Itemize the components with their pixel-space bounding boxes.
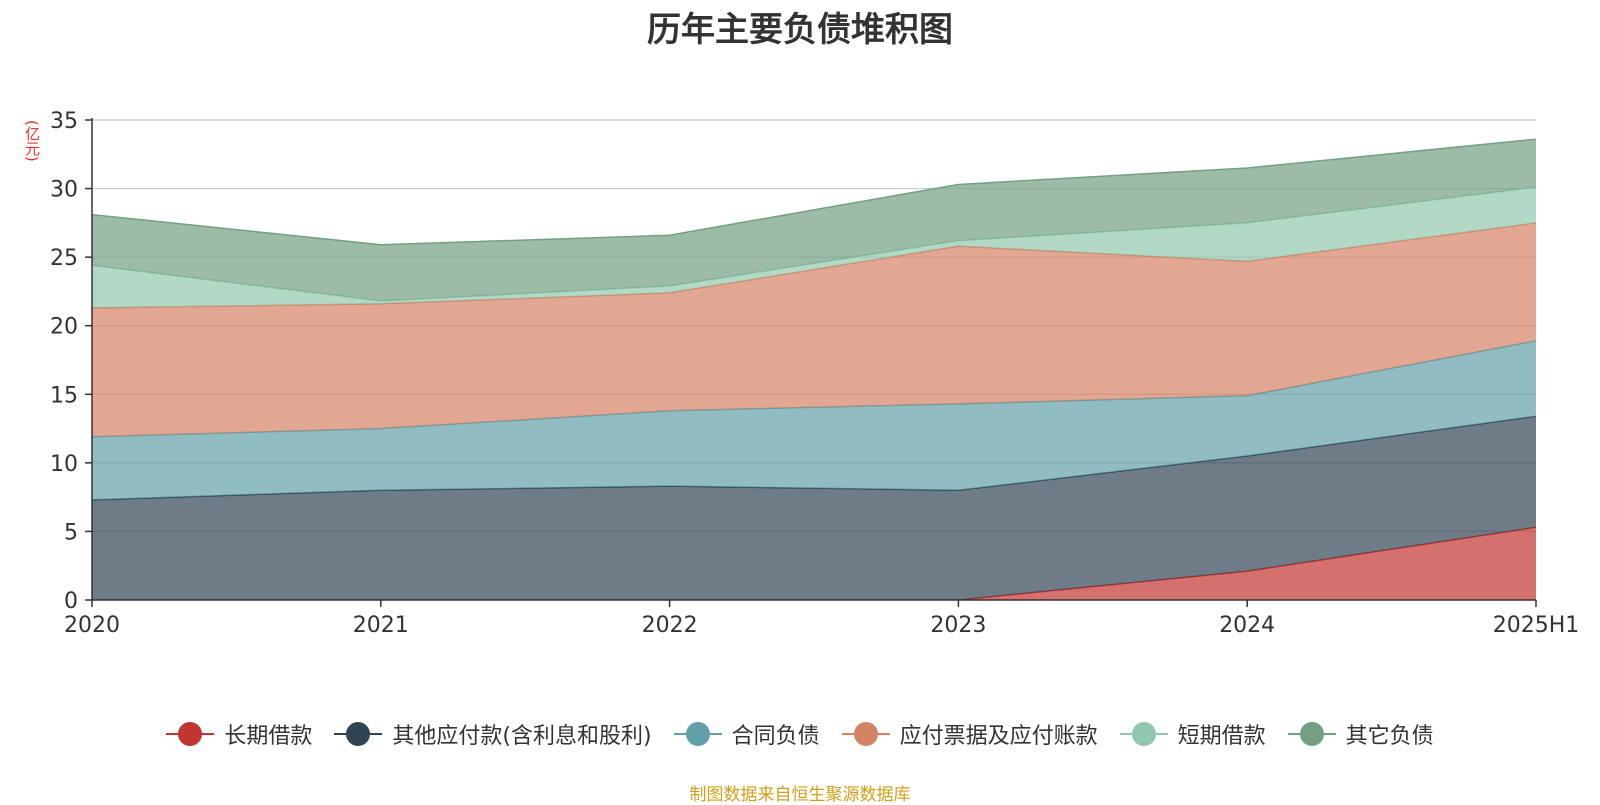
area-series-path	[92, 416, 1536, 600]
legend-marker	[673, 722, 722, 746]
area-series-path	[958, 527, 1536, 600]
legend-label: 合同负债	[731, 724, 820, 749]
y-tick-label: 5	[64, 520, 78, 545]
legend-marker-dot	[1299, 722, 1324, 746]
legend-marker-dot	[853, 722, 878, 746]
y-tick-label: 20	[50, 315, 78, 340]
x-tick-label: 2024	[1219, 613, 1275, 638]
x-tick-label: 2025H1	[1493, 613, 1580, 638]
y-unit-label: (亿元)	[23, 120, 41, 162]
y-tick-labels: 0 5 10 15 20 25 30 35	[50, 109, 78, 614]
y-tick-label: 30	[50, 178, 78, 203]
legend-marker	[1119, 722, 1168, 746]
legend-item[interactable]: 其他应付款(含利息和股利)	[334, 718, 652, 750]
legend: 长期借款 其他应付款(含利息和股利) 合同负债 应付票据及应付账款 短期借款 其它负债	[0, 718, 1600, 750]
area-series-path	[92, 340, 1536, 500]
chart-title: 历年主要负债堆积图	[647, 10, 953, 50]
y-tick-label: 35	[50, 109, 78, 134]
legend-label: 其他应付款(含利息和股利)	[392, 724, 652, 749]
legend-label: 其它负债	[1345, 724, 1434, 749]
legend-item[interactable]: 合同负债	[673, 718, 820, 750]
x-tick-label: 2020	[64, 613, 120, 638]
y-tick-label: 25	[50, 246, 78, 271]
x-tick-label: 2023	[930, 613, 986, 638]
legend-label: 短期借款	[1177, 724, 1266, 749]
y-tick-label: 15	[50, 383, 78, 408]
y-tick-label: 10	[50, 452, 78, 477]
legend-marker	[334, 722, 383, 746]
legend-item[interactable]: 应付票据及应付账款	[841, 718, 1098, 750]
legend-marker	[841, 722, 890, 746]
y-tick-label: 0	[64, 589, 78, 614]
x-tick-labels: 2020 2021 2022 2023 2024 2025H1	[64, 613, 1579, 638]
axes	[85, 118, 1537, 607]
area-series	[91, 138, 1537, 601]
x-tick-label: 2022	[642, 613, 698, 638]
legend-marker	[1287, 722, 1336, 746]
legend-item[interactable]: 长期借款	[166, 718, 312, 750]
legend-marker-dot	[346, 722, 371, 746]
x-tick-label: 2021	[353, 613, 409, 638]
legend-marker-dot	[1131, 722, 1156, 746]
legend-marker	[166, 722, 215, 746]
legend-marker-dot	[685, 722, 710, 746]
legend-item[interactable]: 短期借款	[1119, 718, 1266, 750]
legend-item[interactable]: 其它负债	[1287, 718, 1434, 750]
source-footer: 制图数据来自恒生聚源数据库	[689, 785, 911, 805]
area-series-path	[92, 222, 1536, 437]
legend-label: 应付票据及应付账款	[899, 724, 1098, 749]
area-series-line	[91, 138, 1537, 246]
area-series-path	[92, 139, 1536, 302]
area-series-path	[92, 187, 1536, 308]
legend-marker-dot	[178, 722, 203, 746]
legend-label: 长期借款	[224, 724, 313, 749]
